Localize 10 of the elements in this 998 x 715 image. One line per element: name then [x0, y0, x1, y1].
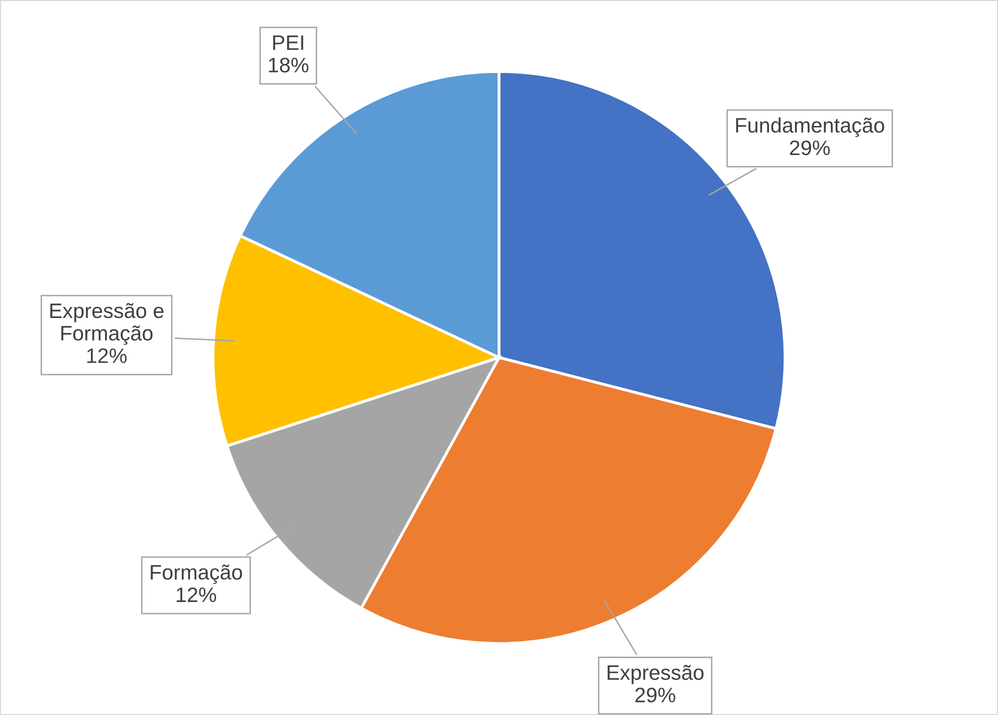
slice-label: Expressão: [608, 664, 704, 684]
data-label: 12%: [176, 587, 216, 602]
slice-label: PEI: [273, 35, 304, 50]
data-label: 18%: [269, 58, 308, 72]
slice-label: Expressão e Formação: [50, 303, 164, 345]
data-label: 29%: [635, 688, 676, 702]
slice-label: Fundamentação: [736, 117, 884, 137]
slice-label: Formação: [150, 564, 242, 584]
data-label: 12%: [87, 348, 127, 364]
data-label: 29%: [790, 140, 830, 156]
